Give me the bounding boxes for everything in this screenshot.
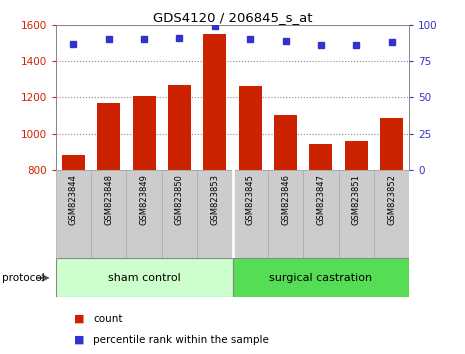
Text: surgical castration: surgical castration	[269, 273, 372, 283]
Text: sham control: sham control	[108, 273, 180, 283]
Bar	[162, 170, 197, 258]
Bar	[339, 170, 374, 258]
Bar	[380, 118, 403, 170]
Bar	[232, 170, 268, 258]
Text: GSM823852: GSM823852	[387, 174, 396, 225]
Bar	[203, 34, 226, 170]
Text: GSM823848: GSM823848	[104, 174, 113, 225]
Text: GSM823853: GSM823853	[210, 174, 219, 225]
Text: count: count	[93, 314, 122, 324]
Text: percentile rank within the sample: percentile rank within the sample	[93, 335, 269, 345]
Text: GSM823845: GSM823845	[246, 174, 255, 225]
Text: GSM823847: GSM823847	[316, 174, 326, 225]
Text: GSM823844: GSM823844	[69, 174, 78, 225]
Bar	[345, 141, 368, 170]
Text: GSM823846: GSM823846	[281, 174, 290, 225]
Bar	[62, 155, 85, 170]
Text: protocol: protocol	[2, 273, 45, 283]
Bar	[126, 170, 162, 258]
Bar	[303, 170, 339, 258]
Bar	[133, 96, 156, 170]
Text: GSM823849: GSM823849	[140, 174, 149, 225]
Bar	[268, 170, 303, 258]
Text: GSM823850: GSM823850	[175, 174, 184, 225]
Bar	[56, 170, 91, 258]
Text: ■: ■	[74, 335, 85, 345]
Bar	[168, 85, 191, 170]
Bar	[309, 144, 332, 170]
Bar	[232, 258, 409, 297]
Bar	[239, 86, 262, 170]
Text: ■: ■	[74, 314, 85, 324]
Bar	[56, 258, 232, 297]
Bar	[91, 170, 126, 258]
Bar	[97, 103, 120, 170]
Text: GDS4120 / 206845_s_at: GDS4120 / 206845_s_at	[153, 11, 312, 24]
Bar	[197, 170, 232, 258]
Bar	[374, 170, 409, 258]
Text: GSM823851: GSM823851	[352, 174, 361, 225]
Bar	[274, 115, 297, 170]
